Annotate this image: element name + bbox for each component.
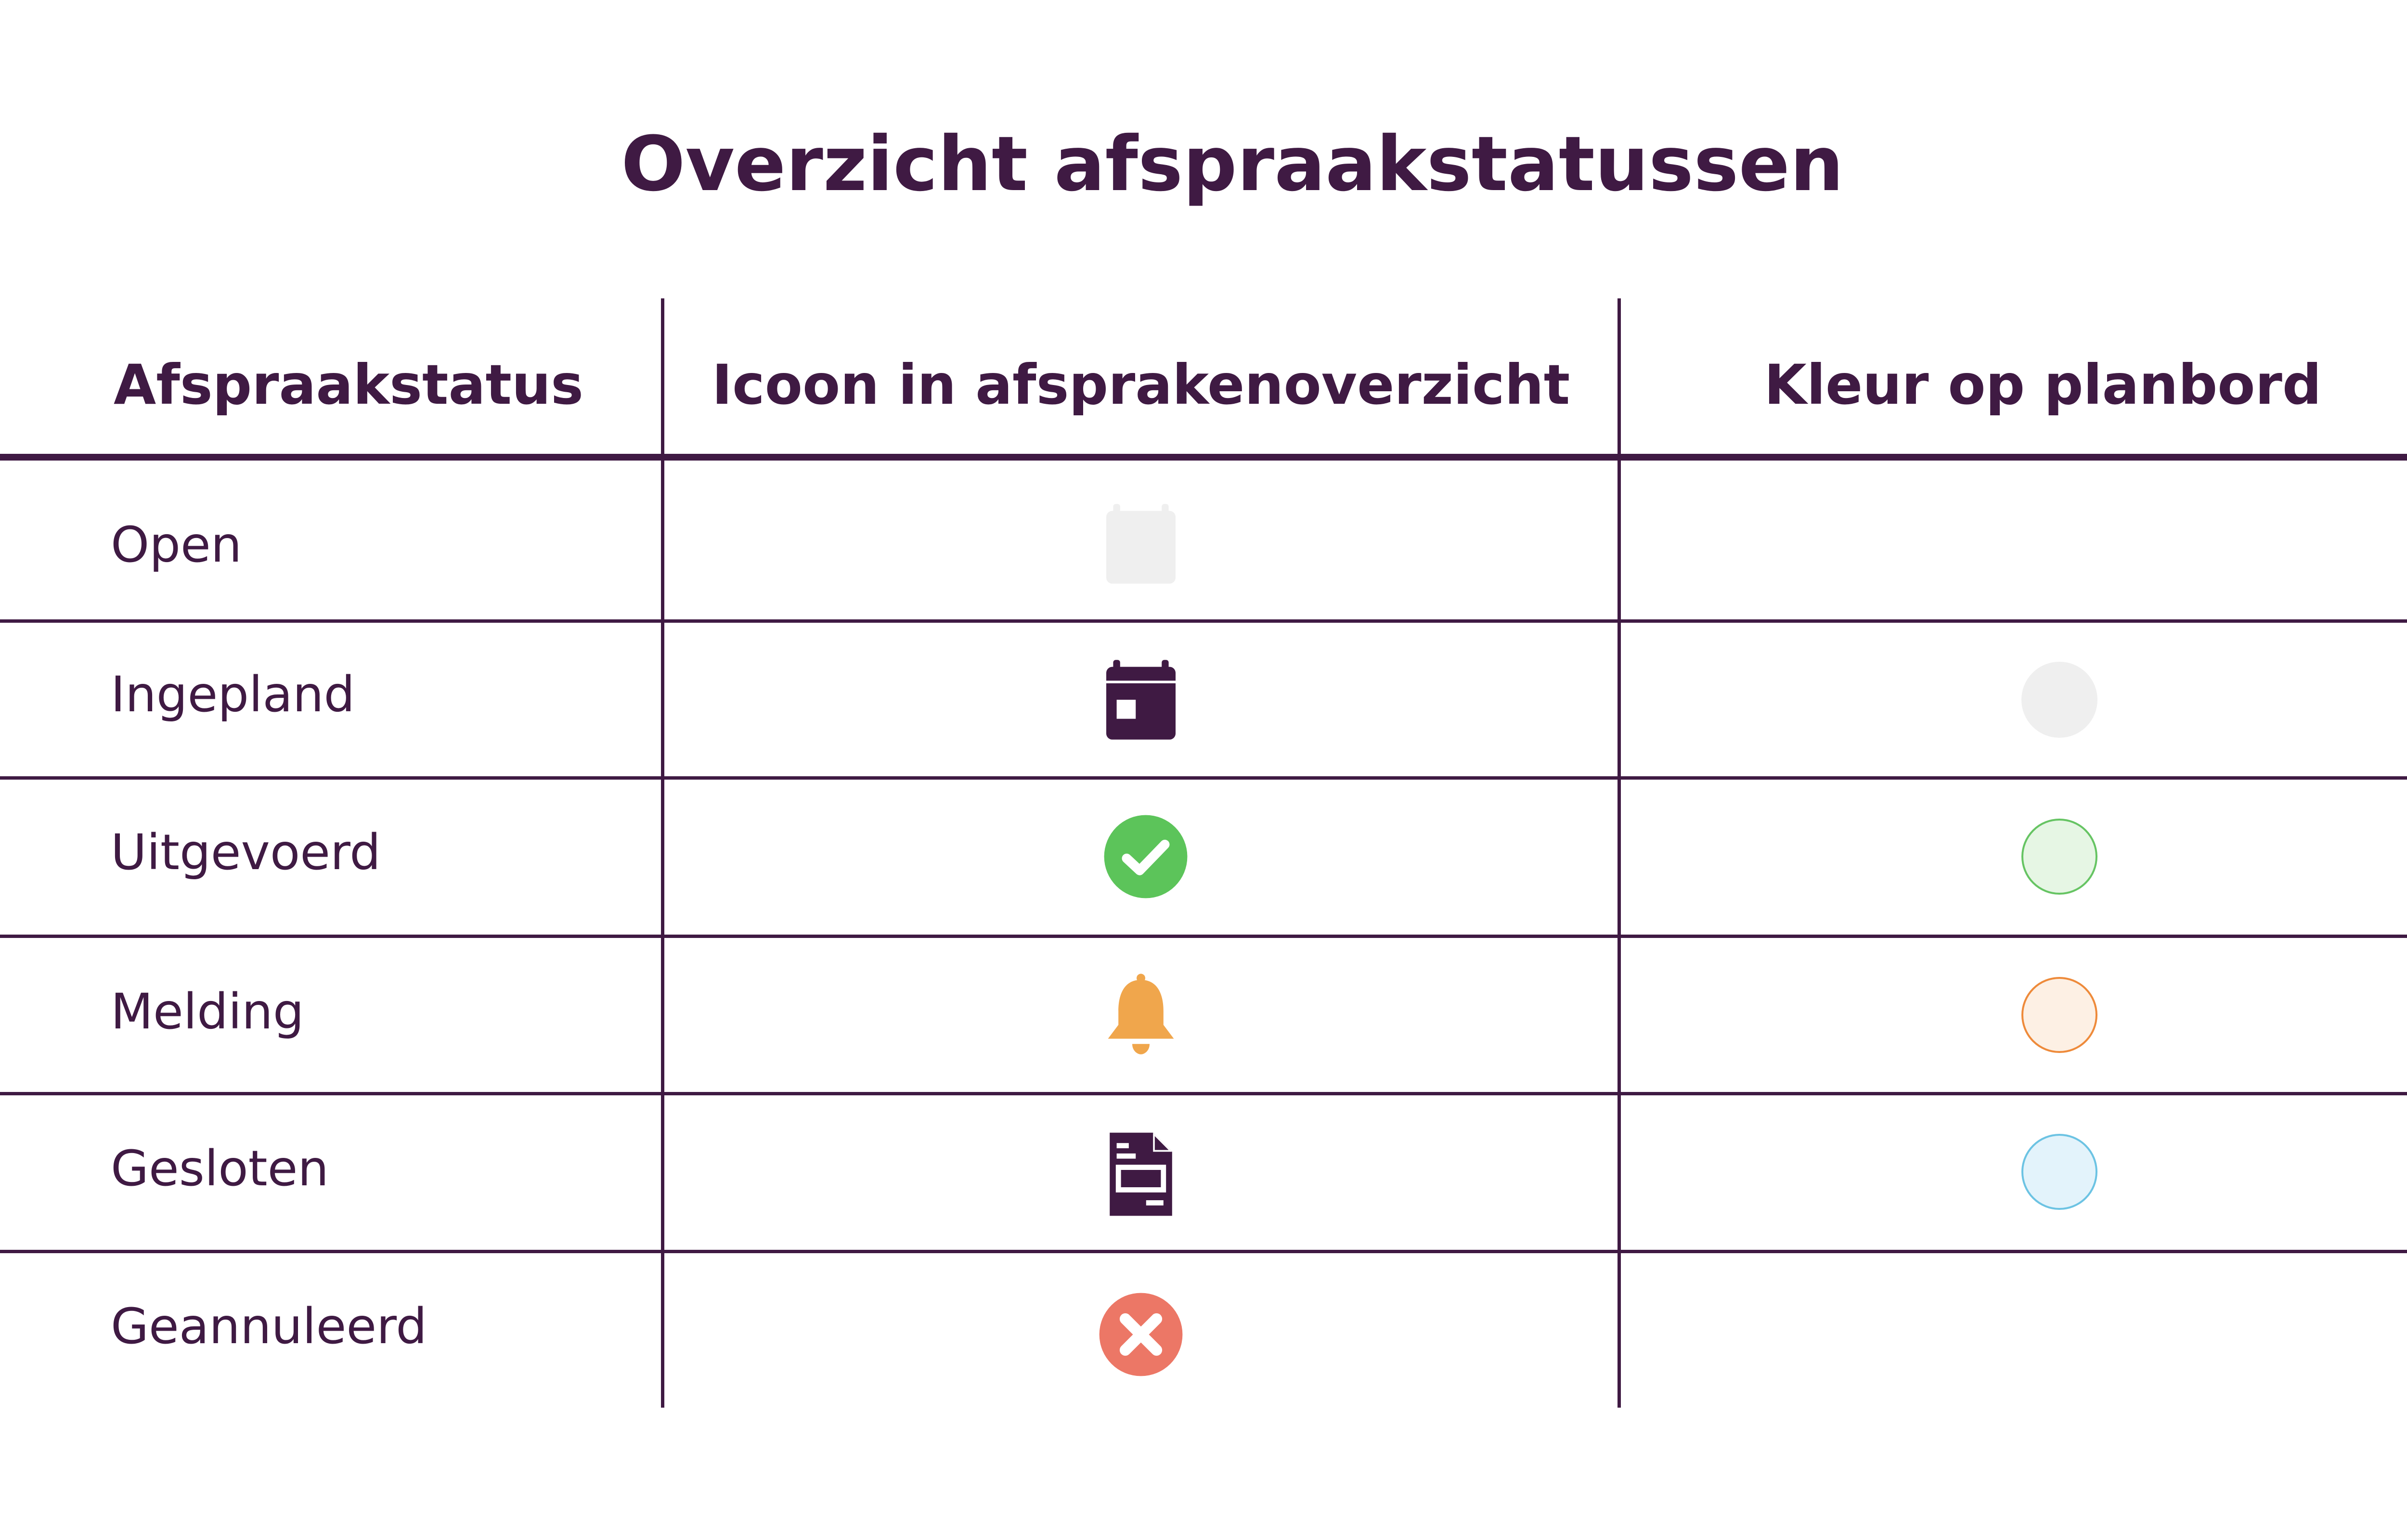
column-header-status: Afspraakstatus	[114, 353, 583, 417]
calendar-icon	[1098, 656, 1184, 743]
page-title: Overzicht afspraakstatussen	[621, 120, 1844, 208]
row-divider-4	[0, 1092, 2407, 1095]
status-label: Open	[111, 516, 242, 574]
calendar-outline-icon	[1098, 500, 1184, 587]
column-header-color: Kleur op planbord	[1764, 353, 2322, 417]
row-divider-1	[0, 619, 2407, 623]
document-icon	[1098, 1131, 1184, 1218]
status-label: Melding	[111, 983, 304, 1040]
status-label: Gesloten	[111, 1140, 329, 1197]
color-swatch-grey	[2021, 662, 2097, 738]
column-divider-2	[1618, 298, 1621, 1408]
status-label: Geannuleerd	[111, 1298, 427, 1355]
color-swatch-green	[2021, 819, 2097, 895]
bell-icon	[1098, 971, 1184, 1058]
status-label: Uitgevoerd	[111, 824, 381, 881]
header-divider	[0, 454, 2407, 461]
column-header-icon: Icoon in afsprakenoverzicht	[712, 353, 1570, 417]
color-swatch-blue	[2021, 1134, 2097, 1210]
status-label: Ingepland	[111, 666, 355, 723]
cancel-circle-icon	[1098, 1291, 1184, 1378]
row-divider-3	[0, 935, 2407, 938]
row-divider-5	[0, 1250, 2407, 1253]
check-circle-icon	[1102, 813, 1189, 900]
column-divider-1	[661, 298, 664, 1408]
row-divider-2	[0, 776, 2407, 780]
color-swatch-orange	[2021, 977, 2097, 1053]
